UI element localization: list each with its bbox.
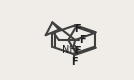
Text: F: F [79,35,86,45]
Text: 2: 2 [75,48,79,54]
Text: F: F [75,24,81,34]
Text: F: F [75,46,81,56]
Text: NH: NH [62,45,77,55]
Text: F: F [71,57,78,67]
